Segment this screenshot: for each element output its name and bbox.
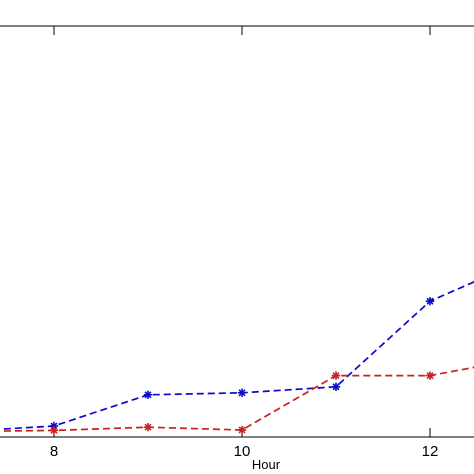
x-tick-label: 8 (50, 443, 58, 460)
data-point-marker (143, 423, 153, 432)
series-line (0, 280, 474, 431)
x-tick-label: 12 (422, 443, 439, 460)
axes-layer: 810121416 (0, 25, 474, 460)
data-point-marker (237, 425, 247, 435)
x-tick-label: 10 (234, 443, 251, 460)
series-layer (0, 280, 474, 435)
data-point-marker (331, 382, 341, 391)
data-point-marker (143, 390, 153, 399)
data-point-marker (425, 371, 435, 380)
series-1 (0, 280, 474, 431)
data-point-marker (49, 426, 59, 435)
data-point-marker (237, 388, 247, 397)
series-2 (0, 366, 474, 435)
data-point-marker (331, 371, 341, 380)
x-axis-label: Hour (252, 457, 281, 472)
data-point-marker (425, 297, 435, 306)
series-line (0, 366, 474, 432)
